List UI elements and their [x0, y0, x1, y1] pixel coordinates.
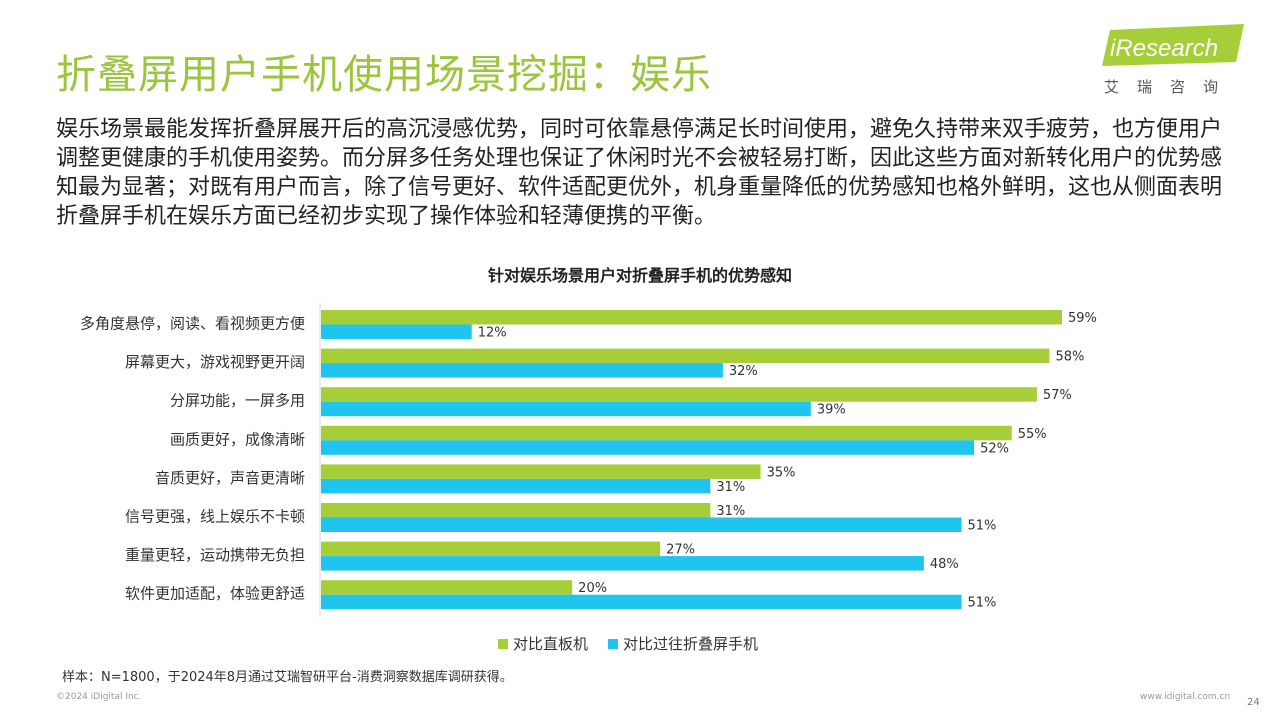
legend-label-green: 对比直板机: [513, 635, 589, 653]
site-url: www.idigital.com.cn: [1140, 692, 1231, 702]
page-title: 折叠屏用户手机使用场景挖掘：娱乐: [56, 52, 712, 98]
data-label: 20%: [578, 581, 607, 596]
copyright: ©2024 iDigital Inc.: [56, 692, 142, 702]
data-label: 31%: [716, 480, 745, 495]
category-label: 音质更好，声音更清晰: [155, 469, 305, 487]
data-label: 48%: [930, 557, 959, 572]
category-label: 重量更轻，运动携带无负担: [125, 546, 305, 564]
logo-subtitle: 艾瑞咨询: [1104, 78, 1237, 96]
category-label: 软件更加适配，体验更舒适: [125, 585, 305, 603]
bar-green: [321, 310, 1062, 325]
data-label: 57%: [1043, 388, 1072, 403]
bar-green: [321, 541, 661, 557]
logo-text: iResearch: [1110, 35, 1218, 62]
bar-blue: [321, 478, 711, 494]
summary-paragraph: 娱乐场景最能发挥折叠屏展开后的高沉浸感优势，同时可依靠悬停满足长时间使用，避免久…: [56, 117, 1223, 229]
data-label: 55%: [1018, 427, 1047, 442]
bar-blue: [321, 324, 472, 339]
bar-green: [321, 503, 711, 518]
bar-green: [321, 425, 1012, 441]
category-label: 画质更好，成像清晰: [170, 430, 305, 448]
category-label: 分屏功能，一屏多用: [170, 392, 305, 410]
bar-blue: [321, 401, 811, 417]
legend-item-blue: 对比过往折叠屏手机: [608, 633, 758, 654]
data-label: 12%: [478, 326, 507, 341]
legend-label-blue: 对比过往折叠屏手机: [623, 635, 759, 653]
data-label: 39%: [817, 403, 846, 418]
bar-blue: [321, 440, 975, 455]
category-label: 屏幕更大，游戏视野更开阔: [125, 353, 305, 371]
bar-green: [321, 387, 1037, 402]
bar-blue: [321, 517, 962, 532]
bar-green: [321, 580, 573, 595]
legend-item-green: 对比直板机: [498, 633, 588, 654]
chart-title: 针对娱乐场景用户对折叠屏手机的优势感知: [487, 266, 792, 285]
iresearch-logo: iResearch: [1102, 24, 1244, 66]
legend-swatch-blue: [608, 638, 619, 649]
bar-green: [321, 464, 761, 479]
data-label: 32%: [729, 364, 758, 379]
sample-note: 样本：N=1800，于2024年8月通过艾瑞智研平台-消费洞察数据库调研获得。: [62, 670, 513, 685]
bar-blue: [321, 594, 962, 610]
data-label: 52%: [980, 441, 1009, 456]
category-label: 信号更强，线上娱乐不卡顿: [125, 508, 305, 526]
bar-blue: [321, 556, 924, 571]
chart-legend: 对比直板机 对比过往折叠屏手机: [498, 633, 758, 654]
data-label: 35%: [767, 465, 796, 480]
data-label: 58%: [1055, 350, 1084, 365]
bar-chart: 多角度悬停，阅读、看视频更方便 59% 12% 屏幕更大，游戏视野更开阔 58% 32% 分…: [80, 303, 1097, 617]
category-label: 多角度悬停，阅读、看视频更方便: [80, 315, 305, 333]
data-label: 59%: [1068, 311, 1097, 326]
data-label: 51%: [968, 519, 997, 534]
data-label: 31%: [716, 504, 745, 519]
bar-blue: [321, 363, 723, 378]
bar-green: [321, 348, 1050, 364]
page-number: 24: [1247, 697, 1260, 708]
data-label: 27%: [666, 543, 695, 558]
legend-swatch-green: [498, 638, 508, 649]
data-label: 51%: [968, 596, 997, 611]
